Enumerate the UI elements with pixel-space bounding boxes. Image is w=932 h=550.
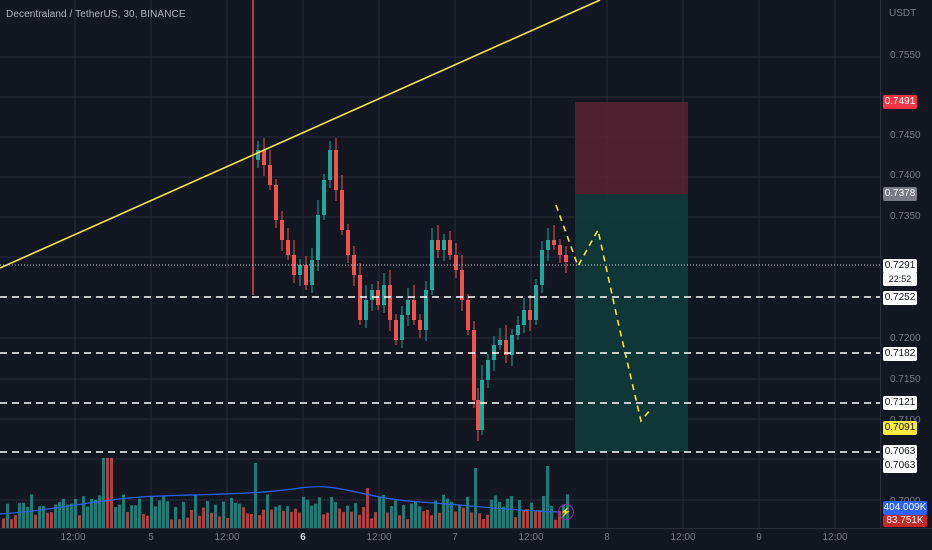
target-price-tag: 0.7063 [883, 445, 917, 459]
level-3-tag: 0.7121 [883, 396, 917, 410]
horizontal-levels[interactable] [0, 296, 880, 453]
candlesticks[interactable] [252, 0, 568, 441]
ascending-trendline[interactable] [0, 0, 601, 269]
price-tick: 0.7450 [890, 130, 921, 141]
countdown-tag: 22:52 [883, 272, 917, 286]
time-tick: 12:00 [60, 532, 86, 543]
stop-loss-zone[interactable] [575, 102, 688, 194]
level-2-tag: 0.7182 [883, 347, 917, 361]
level-4-tag: 0.7091 [883, 421, 917, 435]
take-profit-zone[interactable] [575, 194, 688, 452]
volume-tag: 404.009K [883, 501, 927, 515]
price-tick: 0.7550 [890, 50, 921, 61]
time-tick: 12:00 [518, 532, 544, 543]
time-tick: 7 [452, 532, 458, 543]
time-tick: 5 [148, 532, 154, 543]
volume-ma-tag: 83.751K [883, 515, 927, 527]
price-tick: 0.7100 [890, 415, 921, 426]
time-tick: 12:00 [670, 532, 696, 543]
symbol-title[interactable]: Decentraland / TetherUS, 30, BINANCE [6, 9, 186, 20]
quote-currency: USDT [889, 8, 917, 19]
chart-plot-area[interactable] [0, 0, 880, 528]
volume-bars [2, 458, 569, 528]
lightning-icon[interactable]: ⚡ [558, 504, 574, 520]
time-tick: 9 [756, 532, 762, 543]
volume-moving-average [0, 486, 561, 515]
level-1-tag: 0.7252 [883, 291, 917, 305]
target-price-tag-2: 0.7063 [883, 459, 917, 473]
time-tick: 12:00 [822, 532, 848, 543]
time-tick: 12:00 [214, 532, 240, 543]
entry-price-tag: 0.7378 [883, 187, 917, 201]
time-tick: 12:00 [366, 532, 392, 543]
time-tick: 8 [604, 532, 610, 543]
price-tick: 0.7150 [890, 374, 921, 385]
time-tick: 6 [300, 532, 306, 543]
stop-price-tag: 0.7491 [883, 95, 917, 109]
time-axis[interactable] [0, 528, 932, 550]
price-tick: 0.7200 [890, 333, 921, 344]
price-tick: 0.7350 [890, 211, 921, 222]
price-tick: 0.7400 [890, 170, 921, 181]
grid-lines [0, 0, 880, 528]
last-price-tag: 0.7291 [883, 259, 917, 273]
